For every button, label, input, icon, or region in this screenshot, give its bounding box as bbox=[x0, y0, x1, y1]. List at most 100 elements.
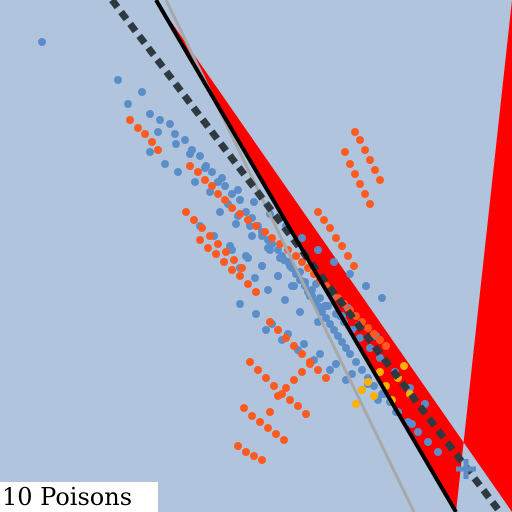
class-a-point bbox=[332, 360, 340, 368]
class-b-point bbox=[222, 248, 230, 256]
class-b-point bbox=[338, 242, 346, 250]
class-a-point bbox=[330, 326, 338, 334]
class-b-point bbox=[274, 326, 282, 334]
class-b-point bbox=[266, 408, 274, 416]
class-a-point bbox=[298, 234, 306, 242]
class-a-point bbox=[338, 338, 346, 346]
class-b-point bbox=[214, 190, 222, 198]
class-b-point bbox=[314, 366, 322, 374]
class-a-point bbox=[274, 272, 282, 280]
class-a-point bbox=[202, 162, 210, 170]
class-a-point bbox=[414, 428, 422, 436]
class-a-point bbox=[146, 148, 154, 156]
class-a-point bbox=[358, 366, 366, 374]
class-a-point bbox=[322, 314, 330, 322]
class-a-point bbox=[154, 128, 162, 136]
class-a-point bbox=[378, 294, 386, 302]
class-a-point bbox=[434, 448, 442, 456]
class-b-point bbox=[286, 396, 294, 404]
class-a-point bbox=[334, 332, 342, 340]
class-b-point bbox=[280, 436, 288, 444]
class-a-point bbox=[208, 168, 216, 176]
class-b-point bbox=[252, 222, 260, 230]
class-b-point bbox=[290, 342, 298, 350]
class-a-point bbox=[38, 38, 46, 46]
class-b-point bbox=[282, 384, 290, 392]
class-b-point bbox=[208, 182, 216, 190]
class-b-point bbox=[190, 216, 198, 224]
target-marker bbox=[456, 459, 476, 479]
class-a-point bbox=[138, 88, 146, 96]
class-a-point bbox=[316, 294, 324, 302]
class-b-point bbox=[370, 330, 378, 338]
class-b-point bbox=[302, 410, 310, 418]
class-a-point bbox=[216, 208, 224, 216]
poison-point bbox=[364, 378, 372, 386]
class-b-point bbox=[274, 392, 282, 400]
class-a-point bbox=[174, 168, 182, 176]
class-a-point bbox=[346, 350, 354, 358]
class-a-point bbox=[300, 340, 308, 348]
class-a-point bbox=[280, 256, 288, 264]
class-a-point bbox=[156, 116, 164, 124]
class-a-point bbox=[251, 274, 259, 282]
class-a-point bbox=[326, 366, 334, 374]
class-b-point bbox=[236, 210, 244, 218]
class-b-point bbox=[252, 288, 260, 296]
class-b-point bbox=[126, 116, 134, 124]
class-b-point bbox=[290, 376, 298, 384]
class-a-point bbox=[322, 302, 330, 310]
class-b-point bbox=[361, 190, 369, 198]
class-b-point bbox=[361, 146, 369, 154]
class-b-point bbox=[282, 334, 290, 342]
class-b-point bbox=[236, 272, 244, 280]
class-b-point bbox=[298, 350, 306, 358]
class-b-point bbox=[238, 264, 246, 272]
class-a-point bbox=[346, 270, 354, 278]
class-b-point bbox=[366, 200, 374, 208]
decision-boundary-line bbox=[154, 0, 458, 512]
class-a-point bbox=[424, 438, 432, 446]
class-b-point bbox=[248, 412, 256, 420]
class-a-point bbox=[352, 358, 360, 366]
class-b-point bbox=[204, 244, 212, 252]
class-a-point bbox=[234, 186, 242, 194]
class-b-point bbox=[234, 442, 242, 450]
class-b-point bbox=[154, 146, 162, 154]
class-b-point bbox=[230, 256, 238, 264]
class-b-point bbox=[141, 130, 149, 138]
class-b-point bbox=[350, 262, 358, 270]
class-b-point bbox=[201, 176, 209, 184]
class-b-point bbox=[356, 136, 364, 144]
class-b-point bbox=[246, 358, 254, 366]
class-a-point bbox=[281, 296, 289, 304]
class-b-point bbox=[356, 180, 364, 188]
class-a-point bbox=[318, 308, 326, 316]
class-a-point bbox=[124, 100, 132, 108]
class-b-point bbox=[261, 228, 269, 236]
class-b-point bbox=[326, 224, 334, 232]
class-b-point bbox=[264, 424, 272, 432]
class-b-point bbox=[322, 374, 330, 382]
class-b-point bbox=[298, 368, 306, 376]
class-b-point bbox=[306, 360, 314, 368]
class-a-point bbox=[226, 242, 234, 250]
class-a-point bbox=[314, 246, 322, 254]
class-b-point bbox=[351, 128, 359, 136]
class-a-point bbox=[196, 152, 204, 160]
class-a-point bbox=[326, 320, 334, 328]
class-b-point bbox=[346, 160, 354, 168]
class-b-point bbox=[341, 148, 349, 156]
class-a-point bbox=[248, 232, 256, 240]
class-b-point bbox=[270, 382, 278, 390]
class-b-point bbox=[228, 204, 236, 212]
class-b-point bbox=[186, 162, 194, 170]
class-a-point bbox=[258, 262, 266, 270]
class-b-point bbox=[351, 170, 359, 178]
chart-caption: 10 Poisons bbox=[0, 482, 158, 512]
class-a-point bbox=[242, 252, 250, 260]
class-a-point bbox=[376, 354, 384, 362]
class-a-point bbox=[171, 130, 179, 138]
class-b-point bbox=[272, 430, 280, 438]
